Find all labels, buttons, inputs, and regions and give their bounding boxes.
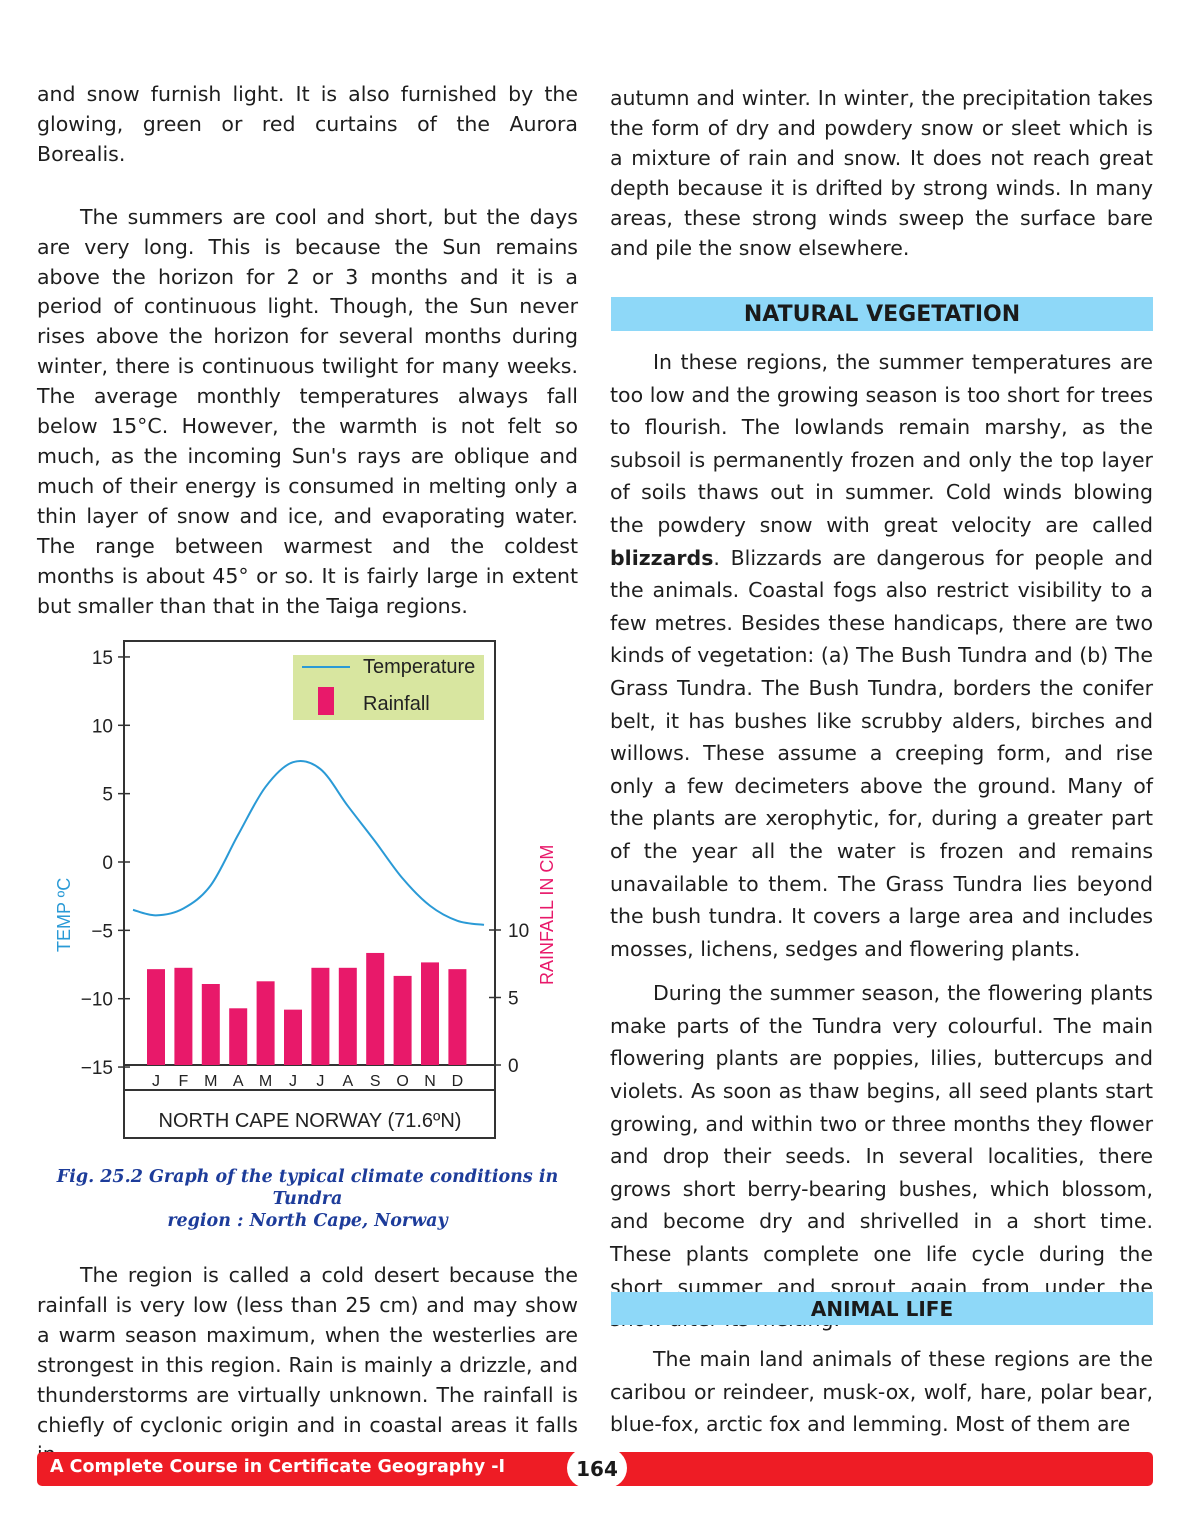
caption-line-2: region : North Cape, Norway [167, 1211, 448, 1231]
y-tick-label: −15 [81, 1058, 113, 1079]
paragraph-flowering: During the summer season, the flowering … [610, 981, 1153, 1331]
month-tick-label: M [204, 1073, 217, 1090]
month-tick-label: J [289, 1073, 297, 1090]
legend-rainfall-swatch [318, 687, 334, 715]
paragraph-aurora: and snow furnish light. It is also furni… [37, 82, 578, 166]
paragraph-autumn-winter: autumn and winter. In winter, the precip… [610, 86, 1153, 260]
rainfall-bar [448, 969, 467, 1065]
rainfall-bar [256, 981, 275, 1065]
left-column-bottom: The region is called a cold desert becau… [37, 1261, 578, 1470]
y-right-tick-label: 10 [508, 921, 529, 942]
month-tick-label: J [152, 1073, 160, 1090]
y-right-tick-label: 0 [508, 1056, 519, 1077]
rainfall-bar [311, 967, 330, 1065]
legend-temperature-label: Temperature [363, 656, 475, 678]
y-tick-label: −5 [91, 921, 113, 942]
bold-term-blizzards: blizzards [610, 545, 714, 570]
rainfall-bar [421, 962, 439, 1065]
y-tick-label: 10 [92, 716, 113, 737]
heading-animal-life: ANIMAL LIFE [611, 1292, 1153, 1325]
right-column-top: autumn and winter. In winter, the precip… [610, 84, 1153, 263]
book-title: A Complete Course in Certificate Geograp… [50, 1457, 506, 1477]
rainfall-bar [338, 967, 357, 1065]
month-tick-label: M [259, 1073, 272, 1090]
chart-title: NORTH CAPE NORWAY (71.6ºN) [159, 1110, 462, 1132]
paragraph-vegetation: In these regions, the summer temperature… [610, 346, 1153, 965]
legend-rainfall-label: Rainfall [363, 693, 430, 715]
heading-natural-vegetation: NATURAL VEGETATION [611, 297, 1153, 331]
right-column-vegetation: In these regions, the summer temperature… [610, 346, 1153, 1336]
y-axis-right-label: RAINFALL IN CM [537, 845, 557, 985]
month-tick-label: A [342, 1073, 353, 1090]
y-tick-label: 0 [102, 853, 113, 874]
page-number: 164 [567, 1448, 627, 1488]
climate-chart: Temperature Rainfall 151050−5−10−151050 … [54, 640, 557, 1139]
chart-frame [123, 640, 496, 1139]
month-tick-label: D [452, 1073, 464, 1090]
rainfall-bar [393, 975, 412, 1065]
figure-caption: Fig. 25.2 Graph of the typical climate c… [40, 1166, 575, 1232]
month-tick-label: F [179, 1073, 189, 1090]
temperature-line [132, 760, 485, 926]
month-tick-label: J [316, 1073, 324, 1090]
text: . Blizzards are dangerous for people and… [610, 545, 1153, 961]
month-tick-label: O [396, 1073, 408, 1090]
footer-bar: A Complete Course in Certificate Geograp… [37, 1448, 1153, 1488]
rainfall-bar [229, 1008, 248, 1065]
y-right-tick-label: 5 [508, 989, 519, 1010]
paragraph-cold-desert: The region is called a cold desert becau… [37, 1263, 578, 1466]
y-tick-label: 5 [102, 785, 113, 806]
month-tick-label: N [424, 1073, 436, 1090]
month-tick-label: A [233, 1073, 244, 1090]
y-tick-label: −10 [81, 990, 113, 1011]
y-tick-label: 15 [92, 648, 113, 669]
left-column: and snow furnish light. It is also furni… [37, 80, 578, 621]
paragraph-animals: The main land animals of these regions a… [610, 1347, 1153, 1437]
rainfall-bar [284, 1009, 302, 1065]
rainfall-bar [174, 967, 193, 1065]
paragraph-summers: The summers are cool and short, but the … [37, 204, 578, 618]
rainfall-bar [201, 984, 220, 1065]
month-tick-label: S [370, 1073, 381, 1090]
rainfall-bar [147, 969, 165, 1065]
right-column-animals: The main land animals of these regions a… [610, 1343, 1153, 1441]
caption-line-1: Fig. 25.2 Graph of the typical climate c… [56, 1167, 559, 1209]
text: In these regions, the summer temperature… [610, 350, 1153, 537]
y-axis-label: TEMP ºC [54, 878, 74, 952]
rainfall-bar [366, 952, 385, 1065]
